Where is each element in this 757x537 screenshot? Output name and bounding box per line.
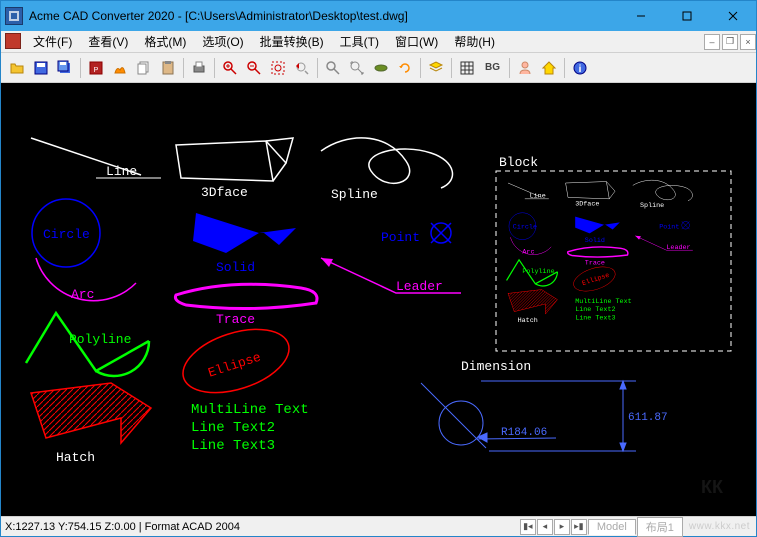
svg-text:Polyline: Polyline (522, 268, 554, 276)
label-dim-v: 611.87 (628, 412, 668, 424)
svg-text:Spline: Spline (640, 202, 664, 210)
app-icon (5, 7, 23, 25)
titlebar: Acme CAD Converter 2020 - [C:\Users\Admi… (1, 1, 756, 31)
label-spline: Spline (331, 187, 378, 202)
label-dim-r: R184.06 (501, 427, 547, 439)
menu-options[interactable]: 选项(O) (194, 31, 251, 52)
label-trace: Trace (216, 312, 255, 327)
label-3dface: 3Dface (201, 185, 248, 200)
paste-button[interactable] (157, 57, 179, 79)
save-button[interactable] (30, 57, 52, 79)
rotate-button[interactable] (394, 57, 416, 79)
zoomin-button[interactable] (219, 57, 241, 79)
svg-text:КК: КК (701, 477, 724, 497)
saveall-button[interactable] (54, 57, 76, 79)
label-line: Line (106, 164, 137, 179)
svg-text:Circle: Circle (513, 224, 537, 232)
menu-view[interactable]: 查看(V) (80, 31, 136, 52)
background-button[interactable]: BG (480, 57, 505, 79)
svg-text:Ellipse: Ellipse (581, 272, 610, 288)
svg-text:Arc: Arc (522, 249, 534, 257)
export-pdf-button[interactable]: P (85, 57, 107, 79)
svg-text:MultiLine Text: MultiLine Text (575, 298, 631, 306)
label-dimension: Dimension (461, 359, 531, 374)
svg-text:Leader: Leader (666, 244, 690, 252)
svg-text:Line Text2: Line Text2 (575, 306, 615, 314)
minimize-button[interactable] (618, 1, 664, 31)
label-ellipse: Ellipse (206, 350, 263, 381)
label-arc: Arc (71, 287, 94, 302)
status-text: X:1227.13 Y:754.15 Z:0.00 | Format ACAD … (5, 521, 519, 533)
nav-next[interactable]: ▸ (554, 519, 570, 535)
open-button[interactable] (6, 57, 28, 79)
app-window: Acme CAD Converter 2020 - [C:\Users\Admi… (0, 0, 757, 537)
mdi-controls: ‒ ❐ × (702, 34, 756, 50)
mdi-restore[interactable]: ❐ (722, 34, 738, 50)
home-button[interactable] (538, 57, 560, 79)
layers-button[interactable] (425, 57, 447, 79)
svg-text:P: P (94, 67, 99, 74)
zoomwindow-button[interactable] (267, 57, 289, 79)
label-leader: Leader (396, 279, 443, 294)
tab-layout1[interactable]: 布局1 (637, 517, 683, 537)
menu-batch[interactable]: 批量转换(B) (252, 31, 332, 52)
document-icon (5, 33, 21, 49)
close-button[interactable] (710, 1, 756, 31)
view3d-button[interactable] (370, 57, 392, 79)
label-circle: Circle (43, 227, 90, 242)
watermark: www.kkx.net (683, 521, 756, 532)
toolbar: P BG i (1, 53, 756, 83)
label-hatch: Hatch (56, 450, 95, 465)
menu-file[interactable]: 文件(F) (25, 31, 80, 52)
label-mtext1: MultiLine Text (191, 402, 309, 418)
svg-text:i: i (579, 64, 582, 75)
tab-model[interactable]: Model (588, 519, 636, 535)
maximize-button[interactable] (664, 1, 710, 31)
label-point: Point (381, 230, 420, 245)
svg-text:Point: Point (659, 224, 679, 232)
label-mtext2: Line Text2 (191, 420, 275, 436)
grid-button[interactable] (456, 57, 478, 79)
label-polyline: Polyline (69, 332, 131, 347)
svg-text:Hatch: Hatch (518, 317, 538, 325)
label-block: Block (499, 155, 538, 170)
copy-button[interactable] (133, 57, 155, 79)
nav-first[interactable]: ▮◂ (520, 519, 536, 535)
export-img-button[interactable] (109, 57, 131, 79)
user-button[interactable] (514, 57, 536, 79)
menubar: 文件(F) 查看(V) 格式(M) 选项(O) 批量转换(B) 工具(T) 窗口… (1, 31, 756, 53)
zoomextents-button[interactable] (346, 57, 368, 79)
nav-last[interactable]: ▸▮ (571, 519, 587, 535)
label-solid: Solid (216, 260, 255, 275)
menu-format[interactable]: 格式(M) (136, 31, 194, 52)
svg-text:3Dface: 3Dface (575, 201, 599, 209)
pan-button[interactable] (322, 57, 344, 79)
print-button[interactable] (188, 57, 210, 79)
menu-tools[interactable]: 工具(T) (332, 31, 387, 52)
drawing-canvas[interactable]: Line 3Dface Spline Circle Solid Point (1, 83, 756, 516)
svg-text:Trace: Trace (585, 260, 605, 268)
label-mtext3: Line Text3 (191, 438, 275, 454)
nav-prev[interactable]: ◂ (537, 519, 553, 535)
mdi-close[interactable]: × (740, 34, 756, 50)
svg-text:Line Text3: Line Text3 (575, 314, 615, 322)
menu-window[interactable]: 窗口(W) (387, 31, 446, 52)
zoomout-button[interactable] (243, 57, 265, 79)
window-title: Acme CAD Converter 2020 - [C:\Users\Admi… (29, 9, 618, 23)
statusbar: X:1227.13 Y:754.15 Z:0.00 | Format ACAD … (1, 516, 756, 536)
menu-help[interactable]: 帮助(H) (446, 31, 503, 52)
svg-text:Line: Line (530, 192, 546, 200)
mdi-minimize[interactable]: ‒ (704, 34, 720, 50)
svg-text:Solid: Solid (585, 237, 605, 245)
info-button[interactable]: i (569, 57, 591, 79)
zoomprev-button[interactable] (291, 57, 313, 79)
